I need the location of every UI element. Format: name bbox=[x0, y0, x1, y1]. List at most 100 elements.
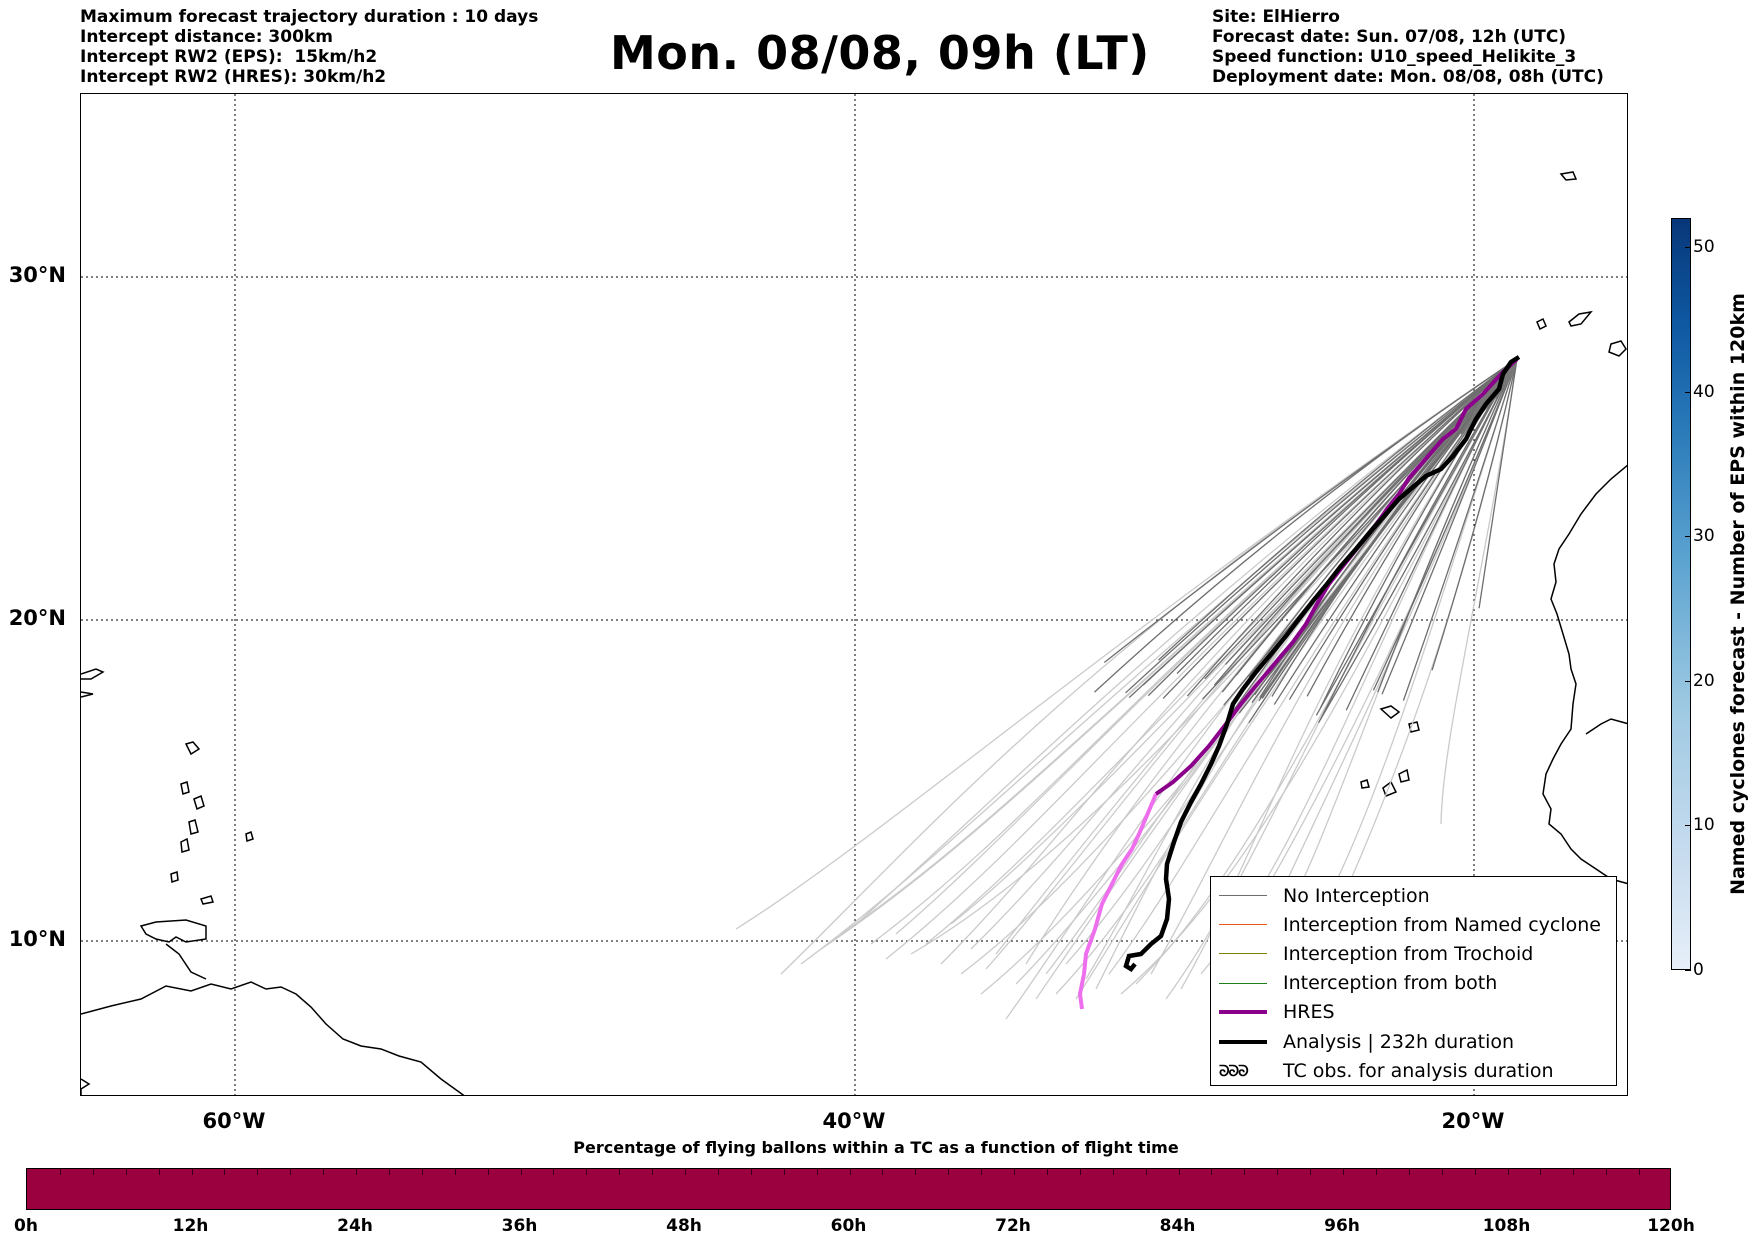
flight-time-colorbar-segment bbox=[191, 1169, 193, 1175]
flight-time-colorbar-segment bbox=[1573, 1169, 1575, 1175]
eps-colorbar-tickmark bbox=[1685, 536, 1691, 538]
flight-time-colorbar-segment bbox=[1441, 1169, 1443, 1175]
coastline-west-edge bbox=[81, 668, 105, 680]
coastline-tobago bbox=[199, 895, 214, 905]
legend-item-no-interception: No Interception bbox=[1219, 881, 1616, 910]
eps-trajectory-no-interception bbox=[1377, 358, 1518, 693]
eps-trajectory-early bbox=[1440, 358, 1518, 825]
flight-time-colorbar bbox=[26, 1168, 1671, 1210]
lon-label-40w: 40°W bbox=[822, 1109, 886, 1133]
eps-trajectory-no-interception bbox=[1402, 358, 1518, 701]
eps-colorbar-tickmark bbox=[1685, 825, 1691, 827]
flight-time-colorbar-segment bbox=[685, 1169, 686, 1175]
legend-item-named-cyclone: Interception from Named cyclone bbox=[1219, 910, 1616, 939]
legend-item-tc-obs: ᘐᘐᘐ TC obs. for analysis duration bbox=[1219, 1056, 1616, 1085]
eps-trajectory-early bbox=[1065, 358, 1518, 965]
map-legend: No Interception Interception from Named … bbox=[1210, 876, 1617, 1086]
header-left-line: Maximum forecast trajectory duration : 1… bbox=[80, 7, 539, 27]
coastlines bbox=[81, 171, 1627, 1095]
flight-time-colorbar-segment bbox=[1112, 1169, 1114, 1175]
eps-trajectory-early bbox=[800, 358, 1518, 965]
coastline-canaries-3 bbox=[1608, 340, 1627, 357]
lat-label-20n: 20°N bbox=[8, 606, 66, 630]
eps-trajectory-no-interception bbox=[1162, 358, 1518, 699]
flight-time-colorbar-segment bbox=[125, 1169, 127, 1175]
eps-colorbar-tickmark bbox=[1685, 246, 1691, 248]
header-right-line: Speed function: U10_speed_Helikite_3 bbox=[1212, 47, 1577, 67]
flight-time-colorbar-segment bbox=[1277, 1169, 1279, 1175]
flight-time-colorbar-segment bbox=[323, 1169, 325, 1175]
eps-trajectory-no-interception bbox=[1431, 358, 1518, 671]
header-left-line: Intercept distance: 300km bbox=[80, 27, 333, 47]
coastline-lesser-antilles-1 bbox=[184, 741, 201, 756]
eps-colorbar-label: Named cyclones forecast - Number of EPS … bbox=[1727, 293, 1749, 895]
legend-label: Interception from Trochoid bbox=[1283, 942, 1534, 965]
flight-time-colorbar-segment bbox=[586, 1169, 588, 1175]
flight-time-colorbar-segment bbox=[224, 1169, 226, 1175]
flight-time-colorbar-segment bbox=[454, 1169, 456, 1175]
eps-trajectories-no-interception bbox=[1094, 358, 1518, 724]
hres-trajectory-early bbox=[1077, 793, 1158, 1010]
flight-time-colorbar-title: Percentage of flying ballons within a TC… bbox=[573, 1138, 1179, 1157]
eps-trajectory-no-interception bbox=[1094, 358, 1518, 693]
eps-colorbar-tick-label: 20 bbox=[1693, 670, 1715, 691]
eps-colorbar-tick-label: 0 bbox=[1693, 960, 1704, 980]
coastline-lesser-antilles-4 bbox=[188, 819, 199, 835]
header-info-left: Maximum forecast trajectory duration : 1… bbox=[80, 7, 538, 87]
legend-swatch bbox=[1219, 924, 1267, 926]
flight-time-colorbar-segment bbox=[1079, 1169, 1081, 1175]
flight-time-colorbar-segment bbox=[553, 1169, 555, 1175]
eps-trajectory-no-interception bbox=[1478, 358, 1518, 609]
flight-time-colorbar-segment bbox=[1014, 1169, 1015, 1175]
header-right-line: Forecast date: Sun. 07/08, 12h (UTC) bbox=[1212, 27, 1567, 47]
flight-time-colorbar-segment bbox=[652, 1169, 654, 1175]
legend-item-both: Interception from both bbox=[1219, 969, 1616, 998]
legend-label: No Interception bbox=[1283, 884, 1430, 907]
eps-trajectory-no-interception bbox=[1345, 358, 1518, 711]
flight-time-colorbar-segment bbox=[750, 1169, 752, 1175]
eps-trajectory-no-interception bbox=[1381, 358, 1518, 695]
flight-time-colorbar-segment bbox=[1639, 1169, 1641, 1175]
legend-item-trochoid: Interception from Trochoid bbox=[1219, 939, 1616, 968]
lat-label-30n: 30°N bbox=[8, 263, 66, 287]
legend-swatch bbox=[1219, 1010, 1267, 1015]
trajectory-map[interactable] bbox=[80, 93, 1628, 1096]
coastline-cape-verde-4 bbox=[1360, 779, 1370, 789]
flight-time-colorbar-segment bbox=[158, 1169, 160, 1175]
legend-label: Interception from Named cyclone bbox=[1283, 913, 1601, 936]
flight-time-colorbar-segment bbox=[1606, 1169, 1608, 1175]
flight-time-colorbar-segment bbox=[290, 1169, 292, 1175]
flight-time-colorbar-segment bbox=[1244, 1169, 1246, 1175]
legend-label: Interception from both bbox=[1283, 972, 1498, 995]
flight-time-colorbar-segment bbox=[619, 1169, 621, 1175]
flight-time-tick-label: 36h bbox=[501, 1216, 538, 1236]
eps-colorbar-tick-label: 40 bbox=[1693, 381, 1715, 402]
eps-trajectory-early bbox=[940, 358, 1518, 965]
flight-time-colorbar-segment bbox=[421, 1169, 423, 1175]
flight-time-colorbar-segment bbox=[356, 1169, 357, 1175]
flight-time-colorbar-segment bbox=[1145, 1169, 1147, 1175]
flight-time-tick-label: 72h bbox=[995, 1216, 1031, 1236]
eps-colorbar-tickmark bbox=[1685, 970, 1691, 971]
coastline-madeira bbox=[1559, 171, 1578, 181]
eps-count-colorbar bbox=[1671, 218, 1691, 970]
legend-item-hres: HRES bbox=[1219, 998, 1616, 1027]
tc-symbol-icon: ᘐᘐᘐ bbox=[1219, 1061, 1249, 1080]
flight-time-colorbar-segment bbox=[1540, 1169, 1542, 1175]
flight-time-tick-label: 84h bbox=[1159, 1216, 1196, 1236]
header-info-right: Site: ElHierro Forecast date: Sun. 07/08… bbox=[1212, 7, 1604, 87]
eps-trajectory-early bbox=[870, 358, 1518, 945]
lon-label-20w: 20°W bbox=[1441, 1109, 1505, 1133]
eps-colorbar-tick-label: 30 bbox=[1693, 526, 1715, 547]
flight-time-colorbar-segment bbox=[915, 1169, 917, 1175]
coastline-canaries-2 bbox=[1568, 310, 1593, 327]
coastline-lesser-antilles-2 bbox=[180, 781, 190, 795]
flight-time-tick-label: 108h bbox=[1482, 1216, 1531, 1236]
coastline-south-america bbox=[81, 981, 465, 1095]
eps-trajectory-early bbox=[780, 358, 1518, 975]
legend-label: Analysis | 232h duration bbox=[1283, 1030, 1515, 1053]
coastline-south-america-west bbox=[81, 1078, 91, 1095]
eps-trajectory-early bbox=[1108, 358, 1518, 975]
eps-trajectory-early bbox=[1150, 358, 1518, 975]
eps-trajectory-no-interception bbox=[1315, 358, 1518, 716]
